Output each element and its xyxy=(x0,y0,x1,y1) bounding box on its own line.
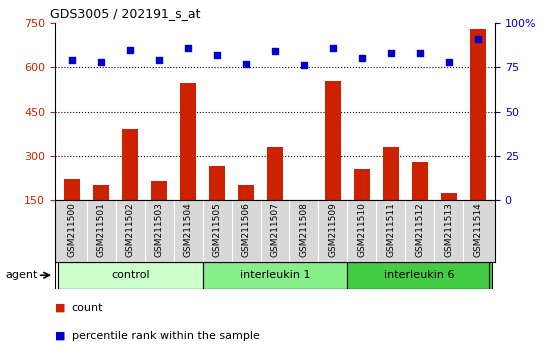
Text: GSM211503: GSM211503 xyxy=(155,202,164,257)
Bar xyxy=(383,147,399,244)
Text: GDS3005 / 202191_s_at: GDS3005 / 202191_s_at xyxy=(50,7,200,20)
Bar xyxy=(296,210,312,244)
Point xyxy=(300,63,309,68)
Text: GSM211500: GSM211500 xyxy=(68,202,77,257)
Text: GSM211514: GSM211514 xyxy=(473,202,482,257)
Text: GSM211508: GSM211508 xyxy=(299,202,309,257)
Bar xyxy=(412,162,428,244)
Text: GSM211501: GSM211501 xyxy=(97,202,106,257)
Text: interleukin 6: interleukin 6 xyxy=(384,270,455,280)
Text: GSM211513: GSM211513 xyxy=(444,202,453,257)
Bar xyxy=(180,84,196,244)
Text: GSM211507: GSM211507 xyxy=(271,202,279,257)
Bar xyxy=(354,169,370,244)
Bar xyxy=(348,262,492,289)
Point xyxy=(184,45,192,51)
Point xyxy=(241,61,250,67)
Text: GSM211502: GSM211502 xyxy=(126,202,135,257)
Bar xyxy=(64,179,80,244)
Bar xyxy=(151,181,167,244)
Point xyxy=(68,57,77,63)
Point xyxy=(473,36,482,42)
Text: GSM211512: GSM211512 xyxy=(415,202,424,257)
Text: ■: ■ xyxy=(55,303,65,313)
Text: GSM211510: GSM211510 xyxy=(358,202,366,257)
Text: control: control xyxy=(111,270,150,280)
Bar xyxy=(470,29,486,244)
Text: percentile rank within the sample: percentile rank within the sample xyxy=(72,331,260,341)
Point xyxy=(126,47,135,52)
Bar xyxy=(267,147,283,244)
Text: ■: ■ xyxy=(55,331,65,341)
Text: GSM211509: GSM211509 xyxy=(328,202,337,257)
Bar xyxy=(58,262,202,289)
Point xyxy=(271,48,279,54)
Text: GSM211504: GSM211504 xyxy=(184,202,192,257)
Text: agent: agent xyxy=(6,270,38,280)
Point xyxy=(97,59,106,65)
Text: GSM211506: GSM211506 xyxy=(241,202,251,257)
Point xyxy=(155,57,163,63)
Bar xyxy=(94,185,109,244)
Bar xyxy=(209,166,225,244)
Text: interleukin 1: interleukin 1 xyxy=(240,270,310,280)
Point xyxy=(444,59,453,65)
Text: count: count xyxy=(72,303,103,313)
Point xyxy=(358,56,366,61)
Point xyxy=(387,50,395,56)
Point xyxy=(415,50,424,56)
Text: GSM211511: GSM211511 xyxy=(386,202,395,257)
Bar xyxy=(441,193,456,244)
Text: GSM211505: GSM211505 xyxy=(213,202,222,257)
Bar xyxy=(202,262,348,289)
Bar xyxy=(122,129,138,244)
Point xyxy=(213,52,222,58)
Bar xyxy=(238,185,254,244)
Point xyxy=(328,45,337,51)
Bar xyxy=(325,80,341,244)
